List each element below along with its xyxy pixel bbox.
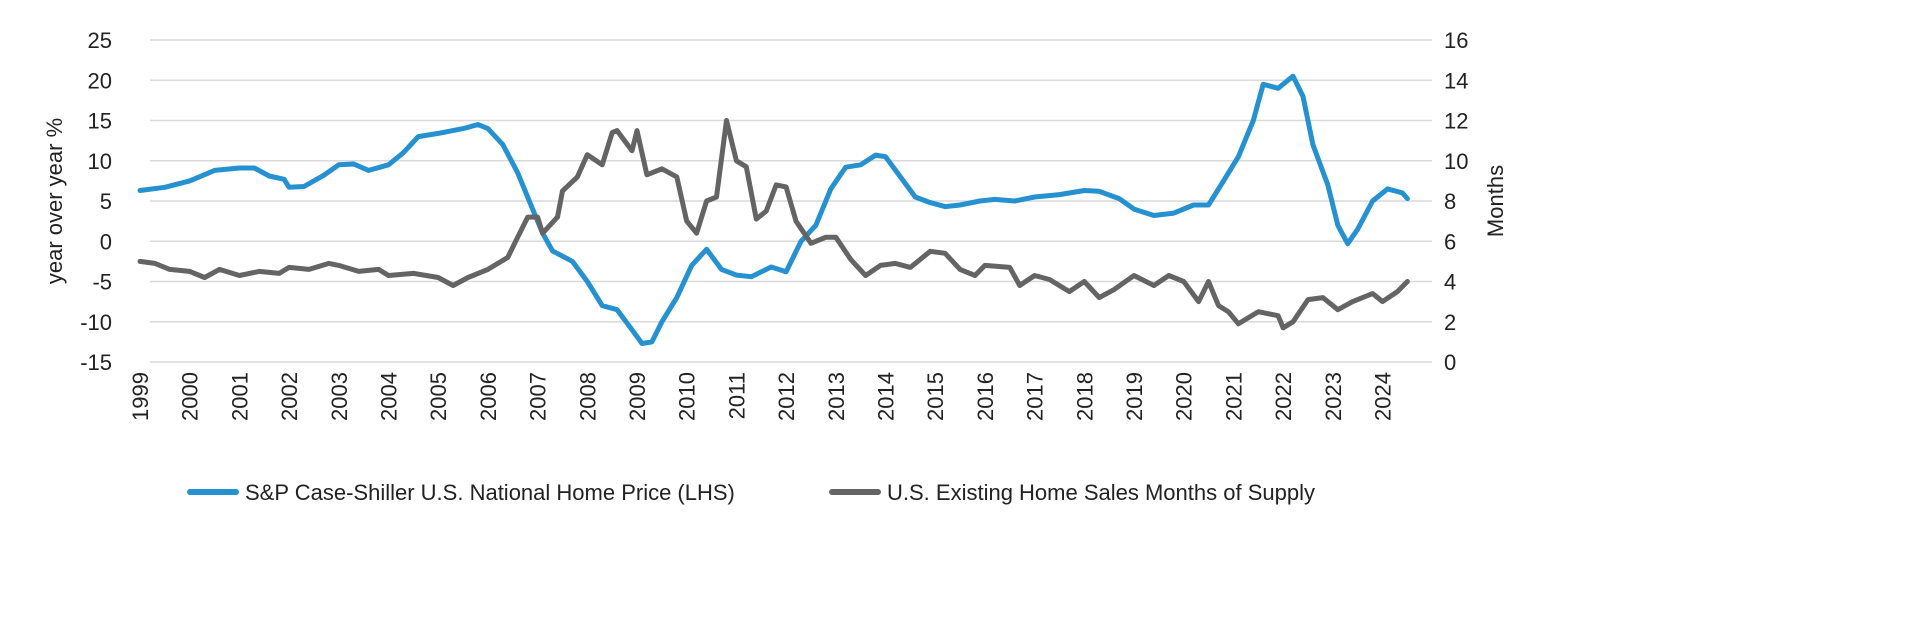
y-tick-label: -10 (80, 310, 112, 335)
y2-tick-label: 12 (1444, 109, 1468, 134)
x-tick-label: 2007 (526, 372, 551, 421)
x-tick-label: 2006 (476, 372, 501, 421)
right-axis-ticks: 16 14 12 10 8 6 4 2 0 (1444, 28, 1468, 375)
y2-tick-label: 14 (1444, 68, 1468, 93)
x-tick-label: 2005 (426, 372, 451, 421)
x-tick-label: 2000 (178, 372, 203, 421)
y2-tick-label: 8 (1444, 189, 1456, 214)
y2-tick-label: 2 (1444, 310, 1456, 335)
y2-tick-label: 16 (1444, 28, 1468, 53)
x-tick-label: 2018 (1072, 372, 1097, 421)
x-tick-label: 2023 (1321, 372, 1346, 421)
series-line-months-supply (137, 118, 1410, 331)
right-axis-title: Months (1483, 165, 1508, 237)
left-axis-title: year over year % (42, 118, 67, 284)
x-tick-label: 2010 (675, 372, 700, 421)
x-tick-label: 2002 (277, 372, 302, 421)
y-tick-label: -15 (80, 350, 112, 375)
y2-tick-label: 6 (1444, 229, 1456, 254)
x-tick-label: 2011 (724, 372, 749, 419)
x-tick-label: 2008 (575, 372, 600, 421)
x-tick-label: 2014 (874, 372, 899, 421)
x-tick-label: 2001 (227, 372, 252, 421)
y-tick-label: 0 (100, 229, 112, 254)
x-tick-label: 2013 (824, 372, 849, 421)
legend-label-supply: U.S. Existing Home Sales Months of Suppl… (887, 480, 1315, 505)
y2-tick-label: 4 (1444, 270, 1456, 295)
series-line-home-price (137, 73, 1410, 346)
y-tick-label: 5 (100, 189, 112, 214)
x-tick-label: 2017 (1023, 372, 1048, 421)
series-lines (137, 73, 1410, 346)
y-tick-label: 20 (88, 68, 112, 93)
x-tick-label: 2019 (1122, 372, 1147, 421)
x-tick-label: 1999 (128, 372, 153, 421)
x-axis-ticks: 1999 2000 2001 2002 2003 2004 2005 2006 2007 2008… (128, 372, 1396, 421)
x-tick-label: 2024 (1371, 372, 1396, 421)
y-tick-label: 10 (88, 149, 112, 174)
legend-label-hpi: S&P Case-Shiller U.S. National Home Pric… (245, 480, 735, 505)
x-tick-label: 2021 (1221, 372, 1246, 421)
x-tick-label: 2020 (1172, 372, 1197, 421)
y-tick-label: -5 (92, 270, 112, 295)
x-tick-label: 2012 (774, 372, 799, 421)
y-tick-label: 25 (88, 28, 112, 53)
left-axis-ticks: 25 20 15 10 5 0 -5 -10 -15 (80, 28, 112, 375)
y2-tick-label: 0 (1444, 350, 1456, 375)
x-tick-label: 2015 (923, 372, 948, 421)
x-tick-label: 2016 (973, 372, 998, 421)
legend: S&P Case-Shiller U.S. National Home Pric… (187, 480, 1315, 505)
x-tick-label: 2009 (625, 372, 650, 421)
x-tick-label: 2004 (377, 372, 402, 421)
y2-tick-label: 10 (1444, 149, 1468, 174)
x-tick-label: 2003 (327, 372, 352, 421)
y-tick-label: 15 (88, 109, 112, 134)
x-tick-label: 2022 (1271, 372, 1296, 421)
